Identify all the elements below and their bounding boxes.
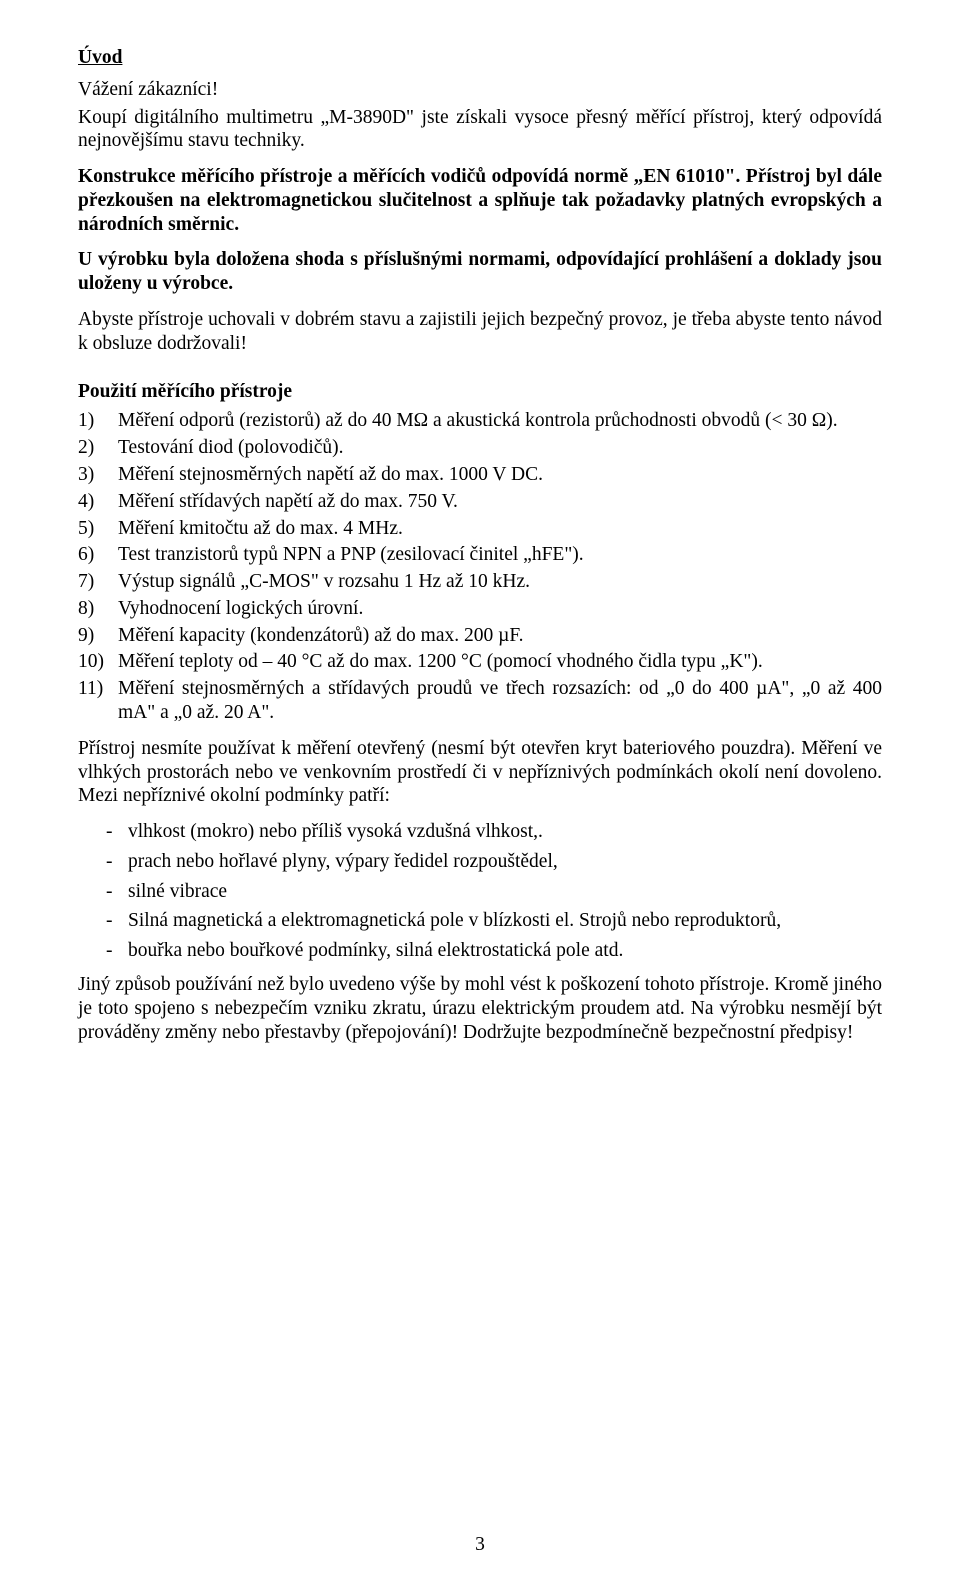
usage-item: 3) Měření stejnosměrných napětí až do ma… [78, 463, 882, 487]
usage-item: 9) Měření kapacity (kondenzátorů) až do … [78, 624, 882, 648]
usage-item: 2) Testování diod (polovodičů). [78, 436, 882, 460]
document-page: Úvod Vážení zákazníci! Koupí digitálního… [0, 0, 960, 1587]
list-number: 11) [78, 677, 118, 701]
list-text: Vyhodnocení logických úrovní. [118, 597, 882, 621]
list-text: vlhkost (mokro) nebo příliš vysoká vzduš… [128, 820, 882, 844]
paragraph-cert-2: U výrobku byla doložena shoda s příslušn… [78, 248, 882, 296]
list-number: 8) [78, 597, 118, 621]
paragraph-cert-1: Konstrukce měřícího přístroje a měřících… [78, 165, 882, 236]
conditions-item: - vlhkost (mokro) nebo příliš vysoká vzd… [106, 820, 882, 844]
dash-icon: - [106, 850, 128, 874]
dash-icon: - [106, 880, 128, 904]
conditions-list: - vlhkost (mokro) nebo příliš vysoká vzd… [78, 820, 882, 963]
list-text: Měření teploty od – 40 °C až do max. 120… [118, 650, 882, 674]
usage-item: 5) Měření kmitočtu až do max. 4 MHz. [78, 517, 882, 541]
list-number: 6) [78, 543, 118, 567]
list-number: 7) [78, 570, 118, 594]
usage-item: 7) Výstup signálů „C-MOS" v rozsahu 1 Hz… [78, 570, 882, 594]
dash-icon: - [106, 909, 128, 933]
list-number: 5) [78, 517, 118, 541]
usage-item: 11) Měření stejnosměrných a střídavých p… [78, 677, 882, 725]
usage-list: 1) Měření odporů (rezistorů) až do 40 MΩ… [78, 409, 882, 724]
list-number: 1) [78, 409, 118, 433]
list-text: Výstup signálů „C-MOS" v rozsahu 1 Hz až… [118, 570, 882, 594]
conditions-item: - Silná magnetická a elektromagnetická p… [106, 909, 882, 933]
usage-item: 6) Test tranzistorů typů NPN a PNP (zesi… [78, 543, 882, 567]
list-text: Měření stejnosměrných napětí až do max. … [118, 463, 882, 487]
paragraph-greeting: Vážení zákazníci! [78, 78, 882, 102]
paragraph-advice: Abyste přístroje uchovali v dobrém stavu… [78, 308, 882, 356]
list-text: Měření střídavých napětí až do max. 750 … [118, 490, 882, 514]
usage-item: 4) Měření střídavých napětí až do max. 7… [78, 490, 882, 514]
list-text: prach nebo hořlavé plyny, výpary ředidel… [128, 850, 882, 874]
list-number: 4) [78, 490, 118, 514]
paragraph-intro: Koupí digitálního multimetru „M-3890D" j… [78, 106, 882, 154]
paragraph-restrictions: Přístroj nesmíte používat k měření otevř… [78, 737, 882, 808]
list-text: Test tranzistorů typů NPN a PNP (zesilov… [118, 543, 882, 567]
usage-item: 8) Vyhodnocení logických úrovní. [78, 597, 882, 621]
section-title-usage: Použití měřícího přístroje [78, 380, 882, 404]
list-text: Měření kmitočtu až do max. 4 MHz. [118, 517, 882, 541]
list-text: bouřka nebo bouřkové podmínky, silná ele… [128, 939, 882, 963]
usage-item: 1) Měření odporů (rezistorů) až do 40 MΩ… [78, 409, 882, 433]
heading-uvod: Úvod [78, 46, 882, 70]
dash-icon: - [106, 820, 128, 844]
page-number: 3 [0, 1533, 960, 1557]
list-text: Testování diod (polovodičů). [118, 436, 882, 460]
list-number: 2) [78, 436, 118, 460]
conditions-item: - prach nebo hořlavé plyny, výpary ředid… [106, 850, 882, 874]
conditions-item: - bouřka nebo bouřkové podmínky, silná e… [106, 939, 882, 963]
list-text: Měření stejnosměrných a střídavých proud… [118, 677, 882, 725]
list-number: 10) [78, 650, 118, 674]
usage-item: 10) Měření teploty od – 40 °C až do max.… [78, 650, 882, 674]
list-text: silné vibrace [128, 880, 882, 904]
conditions-item: - silné vibrace [106, 880, 882, 904]
list-number: 3) [78, 463, 118, 487]
list-text: Měření odporů (rezistorů) až do 40 MΩ a … [118, 409, 882, 433]
list-text: Silná magnetická a elektromagnetická pol… [128, 909, 882, 933]
dash-icon: - [106, 939, 128, 963]
list-number: 9) [78, 624, 118, 648]
list-text: Měření kapacity (kondenzátorů) až do max… [118, 624, 882, 648]
paragraph-warning: Jiný způsob používání než bylo uvedeno v… [78, 973, 882, 1044]
